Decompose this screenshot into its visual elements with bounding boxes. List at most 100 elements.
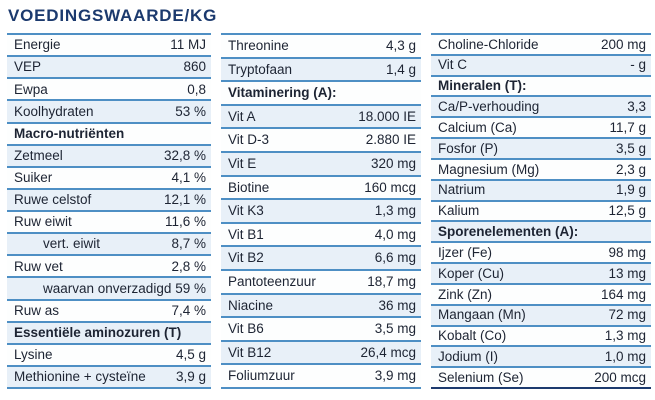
row-value: 2.880 IE <box>365 132 416 148</box>
table-row: Vit D-3 2.880 IE <box>221 127 421 151</box>
row-value: 26,4 mcg <box>360 344 416 360</box>
row-label: Ca/P-verhouding <box>438 99 540 115</box>
row-label: Calcium (Ca) <box>438 119 517 135</box>
row-value: 2,8 % <box>171 258 206 274</box>
table-row: Niacine 36 mg <box>221 292 421 317</box>
row-label: Selenium (Se) <box>438 369 524 385</box>
row-label: Mangaan (Mn) <box>438 307 526 323</box>
row-label: Natrium <box>438 182 486 198</box>
table-row: Calcium (Ca) 11,7 g <box>431 116 651 138</box>
row-label: Suiker <box>14 170 53 186</box>
row-label: vert. eiwit <box>43 236 101 252</box>
table-row: Lysine 4,5 g <box>7 342 211 365</box>
table-row: Kobalt (Co) 1,3 mg <box>431 324 651 346</box>
row-value: 72 mg <box>608 307 646 323</box>
row-value: 3,3 <box>627 99 646 115</box>
row-value: 3,9 g <box>175 369 206 385</box>
row-value: 200 mg <box>600 36 646 52</box>
row-label: Energie <box>14 37 61 53</box>
row-label: Ijzer (Fe) <box>438 244 492 260</box>
table-row: Foliumzuur 3,9 mg <box>221 363 421 387</box>
row-value: 18.000 IE <box>358 108 416 124</box>
table-row: Vit A 18.000 IE <box>221 103 421 128</box>
table-row: Ruwe celstof 12,1 % <box>7 187 211 210</box>
row-value: 6,6 mg <box>374 250 416 266</box>
table-row: Ruw eiwit 11,6 % <box>7 210 211 233</box>
table-row: vert. eiwit 8,7 % <box>7 232 211 255</box>
row-value: 164 mg <box>600 286 646 302</box>
row-label: Foliumzuur <box>228 368 295 384</box>
table-row: Ruw as 7,4 % <box>7 298 211 321</box>
row-label: Jodium (I) <box>438 349 499 365</box>
table-row: Threonine 4,3 g <box>221 33 421 57</box>
row-label: Vit B6 <box>228 321 264 337</box>
table-row: Biotine 160 mcg <box>221 174 421 199</box>
table-row: Ruw vet 2,8 % <box>7 254 211 277</box>
row-value: 4,0 mg <box>374 226 416 242</box>
section-header-row: Vitaminering (A): <box>221 80 421 104</box>
table-row: Tryptofaan 1,4 g <box>221 56 421 81</box>
table-row: Energie 11 MJ <box>7 33 211 56</box>
table-row: Vit B6 3,5 mg <box>221 316 421 340</box>
table-row: Choline-Chloride 200 mg <box>431 33 651 54</box>
table-row: Fosfor (P) 3,5 g <box>431 137 651 158</box>
row-label: Vit D-3 <box>228 132 270 148</box>
row-value: 0,8 <box>187 81 206 97</box>
table-row: Ijzer (Fe) 98 mg <box>431 241 651 263</box>
row-value: 12,5 g <box>608 203 646 219</box>
table-row: Zetmeel 32,8 % <box>7 143 211 166</box>
table-row: Ewpa 0,8 <box>7 77 211 100</box>
row-label: Sporenelementen (A): <box>438 224 579 240</box>
row-label: Ruw eiwit <box>14 214 72 230</box>
row-label: Zink (Zn) <box>438 286 492 302</box>
nutrition-column-minerals: Choline-Chloride 200 mg Vit C - g Mineralen … <box>431 33 651 389</box>
table-row: Vit C - g <box>431 53 651 75</box>
row-value: 160 mcg <box>364 179 416 195</box>
row-label: Ewpa <box>14 81 48 97</box>
row-value: 32,8 % <box>163 147 206 163</box>
row-value: 11,7 g <box>609 119 646 135</box>
row-label: Ruwe celstof <box>14 192 92 208</box>
row-label: Fosfor (P) <box>438 140 499 156</box>
row-value: - g <box>630 57 646 73</box>
row-value: 59 % <box>175 280 206 296</box>
row-value: 1,4 g <box>385 61 416 77</box>
row-value: 36 mg <box>378 297 416 313</box>
row-label: Macro-nutriënten <box>14 125 125 141</box>
row-value: 1,3 mg <box>374 203 416 219</box>
table-row: Kalium 12,5 g <box>431 199 651 221</box>
row-label: Koolhydraten <box>14 103 94 119</box>
row-value: 4,5 g <box>175 347 206 363</box>
row-value: 3,5 mg <box>374 321 416 337</box>
row-label: Vitaminering (A): <box>228 85 337 101</box>
section-header-row: Sporenelementen (A): <box>431 220 651 242</box>
row-value: 18,7 mg <box>367 273 416 289</box>
row-label: Mineralen (T): <box>438 78 527 94</box>
section-header-row: Macro-nutriënten <box>7 121 211 144</box>
table-row: Suiker 4,1 % <box>7 165 211 188</box>
row-value: 4,3 g <box>385 38 416 54</box>
row-label: Lysine <box>14 347 53 363</box>
table-row: Selenium (Se) 200 mcg <box>431 366 651 388</box>
row-value: 1,9 g <box>615 182 646 198</box>
table-row: Vit B1 4,0 mg <box>221 221 421 246</box>
row-value: 7,4 % <box>171 302 206 318</box>
table-row: Zink (Zn) 164 mg <box>431 282 651 304</box>
row-value: 3,5 g <box>615 140 646 156</box>
row-value: 860 <box>183 59 206 75</box>
row-label: Kalium <box>438 203 480 219</box>
row-value: 8,7 % <box>171 236 206 252</box>
row-label: Vit C <box>438 57 468 73</box>
row-value: 98 mg <box>608 244 646 260</box>
table-row: Vit K3 1,3 mg <box>221 198 421 222</box>
row-label: Zetmeel <box>14 147 63 163</box>
row-label: Vit A <box>228 108 256 124</box>
table-row: Koolhydraten 53 % <box>7 99 211 122</box>
row-value: 12,1 % <box>163 192 206 208</box>
row-label: Ruw as <box>14 302 60 318</box>
nutrition-table: Energie 11 MJ VEP 860 Ewpa 0,8 Koolhydraten 53 … <box>7 33 651 389</box>
table-row: Magnesium (Mg) 2,3 g <box>431 157 651 179</box>
row-value: 4,1 % <box>171 170 206 186</box>
table-row: Vit B2 6,6 mg <box>221 245 421 269</box>
